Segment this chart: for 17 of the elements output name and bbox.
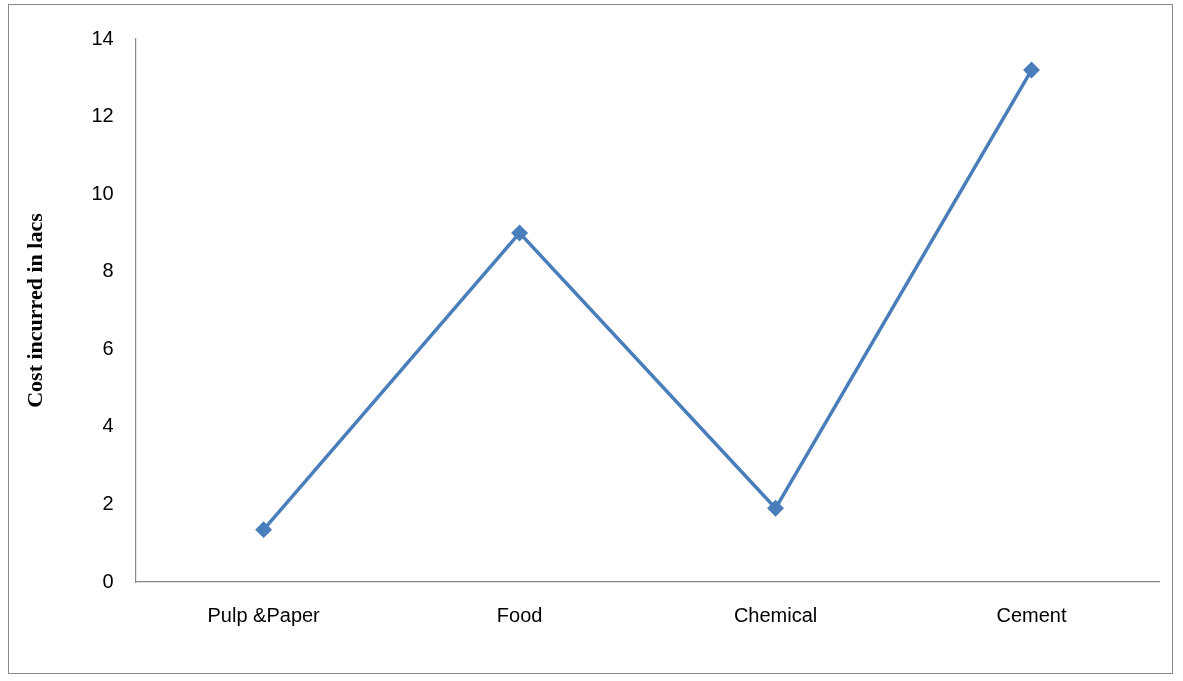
y-tick-label: 4 [102,414,114,437]
point [767,500,784,517]
x-tick-label: Food [496,603,543,626]
y-tick-label: 14 [91,26,114,49]
y-tick-label: 8 [102,259,114,282]
y-tick-label: 12 [91,104,114,127]
y-tick-label: 6 [102,336,114,359]
y-tick-label: 10 [91,181,114,204]
y-axis-title: Cost incurred in lacs [21,212,47,408]
point [1023,62,1040,78]
x-tick-label: Pulp &Paper [207,603,321,626]
point [255,521,272,538]
x-tick-label: Chemical [733,603,818,626]
y-tick-label: 2 [102,491,114,514]
x-tick-label: Cement [996,603,1067,626]
point [511,225,528,241]
y-tick-label: 0 [102,569,114,592]
